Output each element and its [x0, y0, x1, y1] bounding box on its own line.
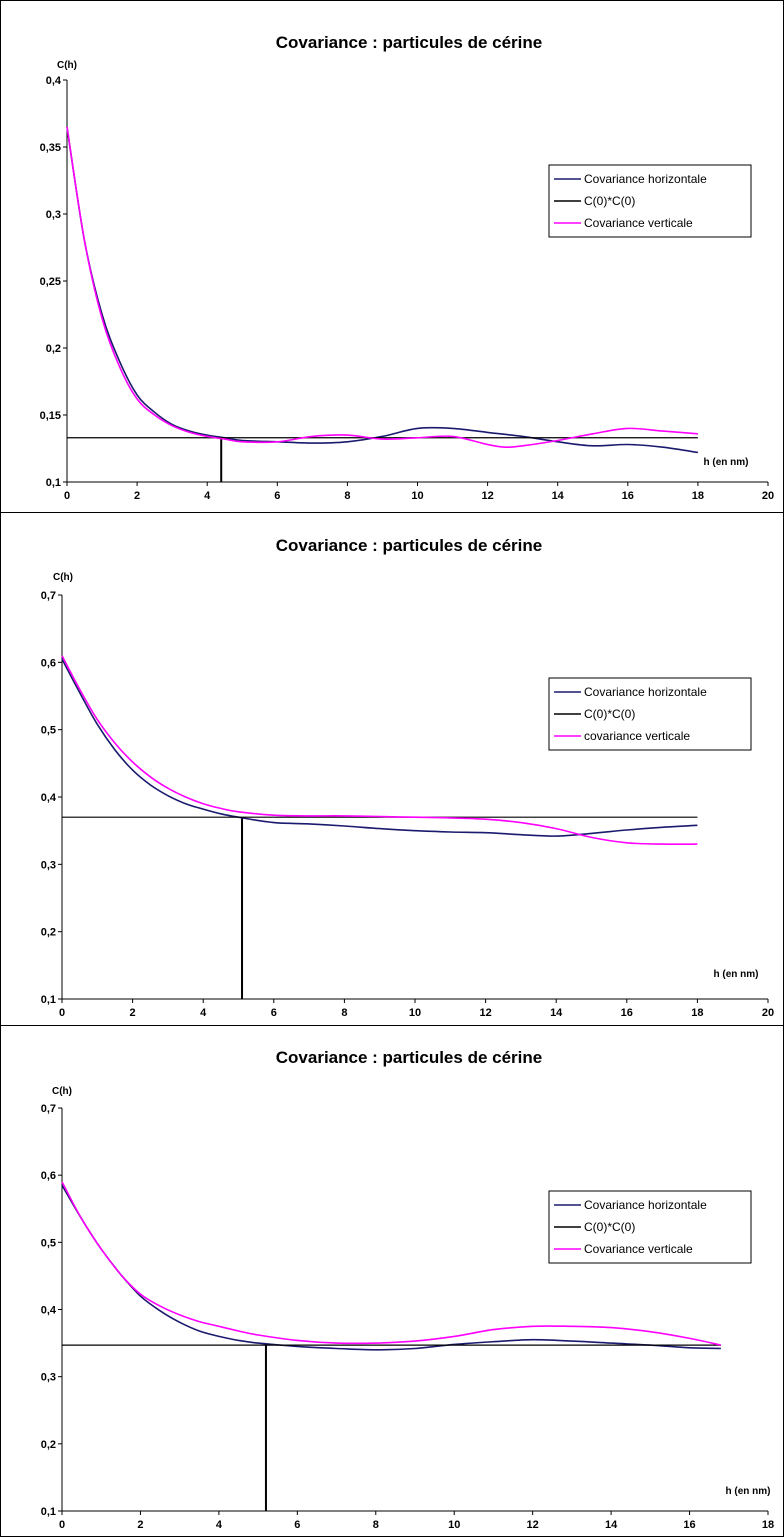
- x-tick-label: 16: [683, 1519, 695, 1531]
- series-line-2: [61, 655, 698, 846]
- series-line-0: [66, 126, 699, 454]
- x-axis-label: h (en nm): [726, 1486, 771, 1497]
- legend-box: [548, 1190, 752, 1264]
- series-line-2: [66, 126, 698, 449]
- x-tick-label: 16: [621, 1007, 633, 1019]
- legend-label: C(0)*C(0): [584, 194, 635, 208]
- y-tick-label: 0,1: [41, 1506, 56, 1518]
- y-tick-label: 0,4: [41, 1305, 57, 1317]
- x-tick-label: 0: [59, 1519, 65, 1531]
- x-tick-label: 10: [448, 1519, 460, 1531]
- legend-label: C(0)*C(0): [584, 707, 635, 721]
- x-tick-label: 12: [479, 1007, 491, 1019]
- series-line-0: [61, 658, 698, 837]
- legend-label: Covariance verticale: [584, 216, 693, 230]
- legend-label: Covariance horizontale: [584, 1198, 707, 1212]
- legend-box: [548, 677, 752, 751]
- y-tick-label: 0,3: [41, 859, 56, 871]
- x-tick-label: 2: [130, 1007, 136, 1019]
- x-tick-label: 2: [137, 1519, 143, 1531]
- y-tick-label: 0,6: [41, 657, 56, 669]
- x-tick-label: 2: [134, 490, 140, 502]
- chart-title: Covariance : particules de cérine: [276, 1048, 542, 1067]
- y-tick-label: 0,4: [41, 792, 57, 804]
- x-tick-label: 6: [294, 1519, 300, 1531]
- y-tick-label: 0,2: [46, 343, 61, 355]
- covariance-chart-2: Covariance : particules de cérine 0,1 0,2 0…: [41, 536, 774, 1019]
- x-tick-label: 16: [622, 490, 634, 502]
- x-tick-label: 12: [527, 1519, 539, 1531]
- y-axis-label: C(h): [53, 572, 73, 583]
- chart-panel-2: Covariance : particules de cérine 0,1 0,2 0…: [0, 512, 784, 1025]
- y-tick-label: 0,1: [46, 477, 61, 489]
- x-tick-label: 8: [373, 1519, 379, 1531]
- x-tick-label: 4: [200, 1007, 207, 1019]
- x-tick-label: 6: [274, 490, 280, 502]
- y-tick-label: 0,6: [41, 1170, 56, 1182]
- x-tick-label: 4: [204, 490, 211, 502]
- x-tick-label: 8: [341, 1007, 347, 1019]
- y-tick-label: 0,5: [41, 725, 56, 737]
- y-tick-label: 0,3: [46, 209, 61, 221]
- series-line-2: [61, 1181, 722, 1346]
- chart-panel-1: Covariance : particules de cérine 0,1 0,15…: [0, 0, 784, 512]
- y-tick-label: 0,25: [40, 276, 61, 288]
- legend-label: C(0)*C(0): [584, 1220, 635, 1234]
- x-tick-label: 14: [605, 1519, 618, 1531]
- x-tick-label: 0: [59, 1007, 65, 1019]
- y-tick-label: 0,1: [41, 994, 56, 1006]
- y-tick-label: 0,15: [40, 410, 61, 422]
- y-tick-label: 0,3: [41, 1372, 56, 1384]
- y-tick-label: 0,2: [41, 927, 56, 939]
- y-axis-label: C(h): [57, 60, 77, 71]
- x-tick-label: 18: [692, 490, 704, 502]
- x-tick-label: 18: [762, 1519, 774, 1531]
- x-tick-label: 0: [64, 490, 70, 502]
- legend-label: covariance verticale: [584, 729, 690, 743]
- x-tick-label: 8: [344, 490, 350, 502]
- y-tick-label: 0,7: [41, 1103, 56, 1115]
- x-axis-label: h (en nm): [704, 457, 749, 468]
- x-tick-label: 4: [216, 1519, 223, 1531]
- chart-title: Covariance : particules de cérine: [276, 536, 542, 555]
- x-axis-label: h (en nm): [714, 969, 759, 980]
- y-tick-label: 0,7: [41, 590, 56, 602]
- legend-label: Covariance horizontale: [584, 172, 707, 186]
- x-tick-label: 6: [271, 1007, 277, 1019]
- legend-label: Covariance verticale: [584, 1242, 693, 1256]
- y-tick-label: 0,5: [41, 1237, 56, 1249]
- legend-box: [548, 164, 752, 238]
- x-tick-label: 14: [552, 490, 565, 502]
- x-tick-label: 20: [762, 490, 774, 502]
- x-tick-label: 10: [411, 490, 423, 502]
- y-tick-label: 0,4: [46, 75, 62, 87]
- y-tick-label: 0,35: [40, 142, 61, 154]
- legend-label: Covariance horizontale: [584, 685, 707, 699]
- chart-panel-3: Covariance : particules de cérine 0,1 0,2 0…: [0, 1025, 784, 1537]
- x-tick-label: 14: [550, 1007, 563, 1019]
- x-tick-label: 12: [481, 490, 493, 502]
- covariance-chart-1: Covariance : particules de cérine 0,1 0,15…: [40, 33, 775, 502]
- x-tick-label: 10: [409, 1007, 421, 1019]
- y-axis-label: C(h): [52, 1086, 72, 1097]
- series-line-0: [61, 1184, 721, 1351]
- x-tick-label: 20: [762, 1007, 774, 1019]
- y-tick-label: 0,2: [41, 1439, 56, 1451]
- covariance-chart-3: Covariance : particules de cérine 0,1 0,2 0…: [41, 1048, 774, 1531]
- chart-title: Covariance : particules de cérine: [276, 33, 542, 52]
- x-tick-label: 18: [691, 1007, 703, 1019]
